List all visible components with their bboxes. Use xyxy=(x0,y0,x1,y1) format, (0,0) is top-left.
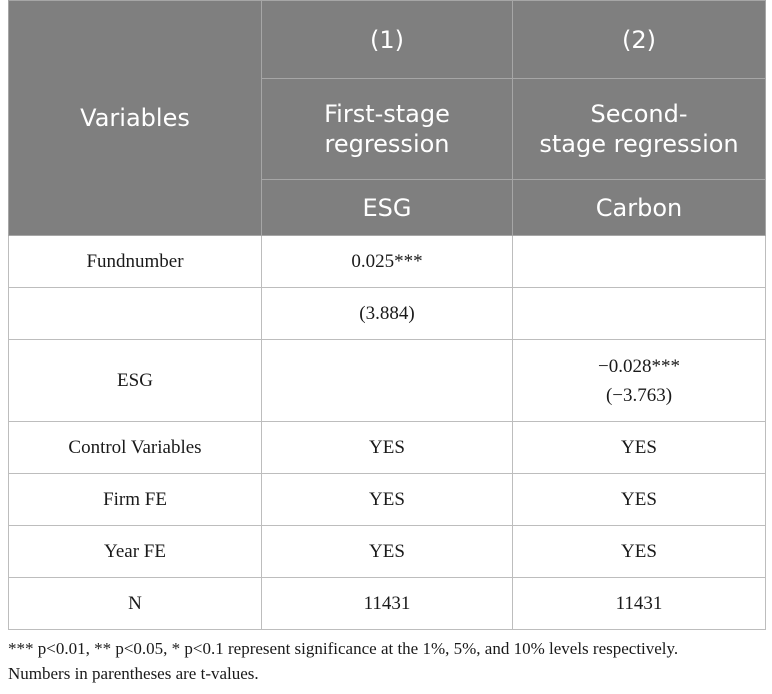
cell-col1: YES xyxy=(261,473,513,526)
cell-col1: 11431 xyxy=(261,577,513,630)
table-row: Fundnumber 0.025*** xyxy=(8,235,766,288)
cell-col2: YES xyxy=(512,421,766,474)
table-body: Fundnumber 0.025*** (3.884) ESG −0.028**… xyxy=(8,235,766,630)
col1-number: (1) xyxy=(261,0,513,79)
row-label: Control Variables xyxy=(8,421,262,474)
t-value-note: Numbers in parentheses are t-values. xyxy=(8,664,259,683)
table-header: Variables (1) (2) First-stage regression… xyxy=(8,0,766,236)
variables-header: Variables xyxy=(8,0,262,236)
cell-col1 xyxy=(261,339,513,422)
col2-title-line2: stage regression xyxy=(539,130,739,158)
cell-col2: −0.028*** (−3.763) xyxy=(512,339,766,422)
table-row: (3.884) xyxy=(8,287,766,340)
cell-col2: 11431 xyxy=(512,577,766,630)
cell-col2: YES xyxy=(512,473,766,526)
cell-col2 xyxy=(512,287,766,340)
col1-title: First-stage regression xyxy=(261,78,513,180)
cell-col1: YES xyxy=(261,525,513,578)
table-row: Firm FE YES YES xyxy=(8,473,766,526)
cell-col1: YES xyxy=(261,421,513,474)
row-label: Year FE xyxy=(8,525,262,578)
col2-dependent-variable: Carbon xyxy=(512,179,766,236)
cell-col2 xyxy=(512,235,766,288)
col2-title: Second- stage regression xyxy=(512,78,766,180)
table-row: N 11431 11431 xyxy=(8,577,766,630)
table-row: ESG −0.028*** (−3.763) xyxy=(8,339,766,422)
row-label: Firm FE xyxy=(8,473,262,526)
significance-note: *** p<0.01, ** p<0.05, * p<0.1 represent… xyxy=(8,639,679,658)
cell-col1: 0.025*** xyxy=(261,235,513,288)
cell-col2: YES xyxy=(512,525,766,578)
cell-t-value: (−3.763) xyxy=(605,384,673,406)
row-label xyxy=(8,287,262,340)
table-row: Year FE YES YES xyxy=(8,525,766,578)
row-label: N xyxy=(8,577,262,630)
col2-number: (2) xyxy=(512,0,766,79)
row-label: ESG xyxy=(8,339,262,422)
col2-title-line1: Second- xyxy=(590,100,688,128)
col1-dependent-variable: ESG xyxy=(261,179,513,236)
table-row: Control Variables YES YES xyxy=(8,421,766,474)
cell-col1: (3.884) xyxy=(261,287,513,340)
row-label: Fundnumber xyxy=(8,235,262,288)
regression-table: Variables (1) (2) First-stage regression… xyxy=(8,0,766,630)
table-notes: *** p<0.01, ** p<0.05, * p<0.1 represent… xyxy=(8,636,768,686)
cell-coefficient: −0.028*** xyxy=(598,355,680,377)
